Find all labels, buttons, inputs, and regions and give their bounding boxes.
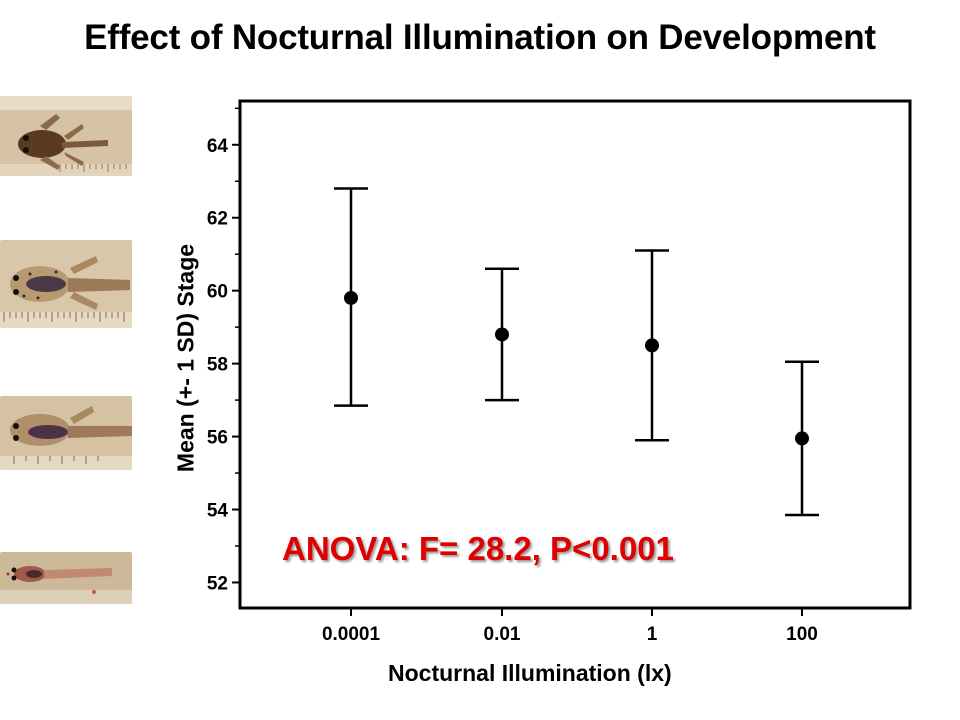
slide-title: Effect of Nocturnal Illumination on Deve… — [84, 18, 876, 57]
tadpole-photo-early-stage — [0, 552, 132, 604]
x-axis-label: Nocturnal Illumination (lx) — [388, 660, 672, 686]
x-tick-label: 0.01 — [484, 624, 521, 645]
mean-point — [344, 290, 358, 305]
y-tick-label: 60 — [207, 282, 228, 303]
y-axis-label: Mean (+- 1 SD) Stage — [172, 243, 199, 473]
y-tick-label: 64 — [207, 136, 229, 157]
tadpole-photo-mid-stage — [0, 396, 132, 470]
mean-point — [795, 431, 809, 446]
y-tick-label: 52 — [207, 573, 228, 594]
mean-point — [495, 327, 509, 342]
x-tick-label: 100 — [786, 624, 818, 645]
y-tick-label: 58 — [207, 355, 228, 376]
y-tick-label: 56 — [207, 428, 228, 449]
x-tick-label: 1 — [647, 624, 658, 645]
y-tick-label: 62 — [207, 209, 228, 230]
tadpole-photo-late-stage — [0, 96, 132, 176]
plot-frame — [238, 99, 912, 610]
y-tick-label: 54 — [207, 501, 229, 522]
tadpole-photo-mid-late-stage — [0, 240, 132, 328]
x-tick-label: 0.0001 — [322, 624, 381, 645]
mean-point — [645, 338, 659, 353]
anova-annotation: ANOVA: F= 28.2, P<0.001 — [282, 530, 674, 567]
